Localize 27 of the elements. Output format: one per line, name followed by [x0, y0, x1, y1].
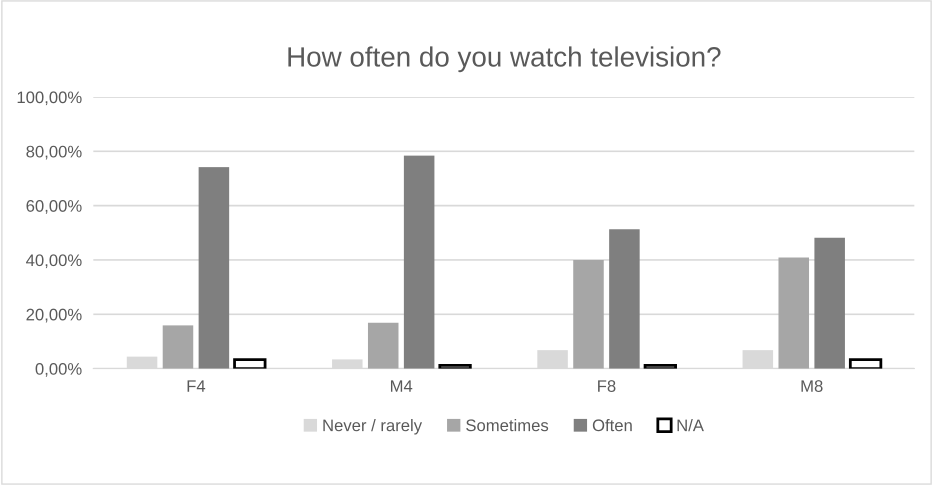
- bar: [609, 229, 640, 369]
- bar: [162, 325, 194, 369]
- chart-title: How often do you watch television?: [288, 46, 721, 72]
- x-tick-label: F8: [598, 380, 616, 392]
- y-tick-label: 20,00%: [26, 308, 82, 322]
- y-tick-label: 40,00%: [26, 254, 82, 268]
- bar: [644, 364, 677, 369]
- bar: [848, 358, 882, 369]
- y-tick-label: 0,00%: [36, 363, 82, 377]
- bar: [198, 167, 230, 369]
- x-tick-label: F4: [188, 380, 206, 392]
- legend-label: N/A: [678, 418, 704, 432]
- y-tick-label: 80,00%: [26, 146, 82, 160]
- bar: [438, 364, 472, 369]
- bar: [573, 260, 604, 369]
- y-tick-label: 100,00%: [18, 91, 82, 106]
- x-tick-label: M8: [802, 380, 823, 392]
- x-tick-label: M4: [390, 380, 412, 392]
- y-tick-label: 60,00%: [26, 200, 82, 214]
- bar: [814, 238, 845, 369]
- bar: [778, 258, 810, 369]
- legend-label: Often: [592, 419, 632, 432]
- legend-label: Never / rarely: [323, 418, 422, 435]
- bar: [404, 156, 434, 369]
- bar: [368, 322, 398, 369]
- bar: [233, 358, 266, 369]
- legend-label: Sometimes: [466, 418, 548, 432]
